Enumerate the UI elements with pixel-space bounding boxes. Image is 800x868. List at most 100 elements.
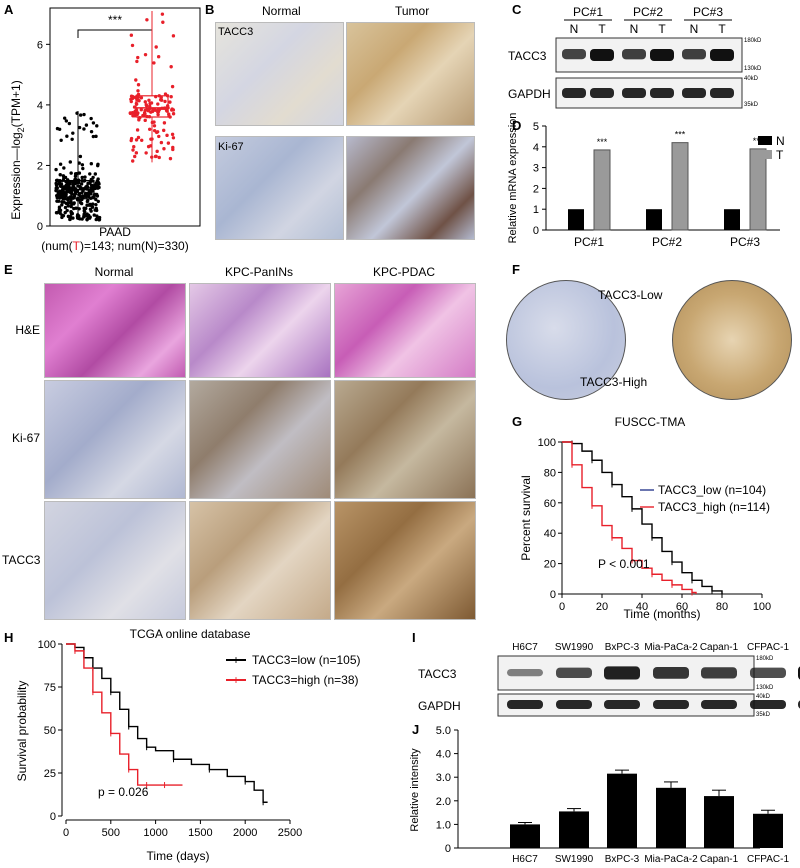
a-data-point	[55, 178, 60, 183]
a-data-point	[94, 202, 98, 207]
j-y-tick-label: 5.0	[436, 725, 451, 737]
i-lane-label: Capan-1	[700, 642, 739, 653]
a-data-point	[58, 162, 63, 166]
a-data-point	[171, 34, 176, 38]
g-x-tick-label: 80	[716, 601, 728, 613]
j-x-tick-label: Capan-1	[700, 854, 739, 865]
a-data-point	[83, 175, 87, 179]
panel-letter-g: G	[512, 414, 523, 429]
a-data-point	[92, 213, 96, 217]
i-lane-label: BxPC-3	[605, 642, 640, 653]
j-bar	[753, 813, 783, 848]
a-data-point	[71, 216, 75, 220]
a-data-point	[88, 215, 92, 219]
a-data-point	[95, 124, 99, 128]
h-curve-high	[66, 643, 183, 786]
i-lane-label: CFPAC-1	[747, 642, 789, 653]
a-data-point	[148, 127, 152, 131]
a-data-point	[140, 138, 144, 142]
c-mw-label: 130kD	[744, 66, 762, 72]
a-data-point	[96, 162, 100, 166]
i-lane-label: H6C7	[512, 642, 538, 653]
a-data-point	[63, 205, 68, 210]
a-data-point	[152, 124, 157, 128]
a-data-point	[96, 177, 100, 181]
c-mw-label: 40kD	[744, 76, 759, 82]
a-data-point	[139, 108, 143, 112]
b-ihc-tumor-ki67	[346, 136, 475, 240]
a-data-point	[82, 214, 86, 218]
h-x-tick-label: 1000	[143, 827, 167, 839]
i-band-tacc3	[750, 667, 786, 678]
a-data-point	[54, 186, 58, 190]
a-data-point	[139, 96, 144, 100]
a-data-point	[89, 129, 94, 134]
g-x-tick-label: 100	[753, 601, 771, 613]
a-data-point	[64, 201, 69, 206]
a-data-point	[64, 194, 68, 198]
a-data-point	[77, 171, 82, 175]
a-data-point	[166, 141, 171, 145]
d-y-tick-label: 3	[533, 163, 539, 175]
a-data-point	[84, 123, 89, 127]
a-data-point	[84, 206, 88, 211]
c-mw-label: 35kD	[744, 102, 759, 108]
a-data-point	[77, 125, 82, 130]
a-data-point	[82, 127, 86, 131]
e-col-header: Normal	[94, 265, 134, 279]
a-data-point	[65, 134, 69, 138]
d-bar-t	[593, 149, 611, 231]
c-row-tacc3: TACC3	[508, 49, 547, 63]
c-lane-label: T	[658, 22, 666, 36]
e-col-header: KPC-PDAC	[372, 265, 435, 279]
a-data-point	[73, 174, 78, 178]
j-y-tick-label: 0	[445, 843, 451, 855]
j-x-tick-label: Mia-PaCa-2	[644, 854, 698, 865]
j-y-tick-label: 1.0	[436, 819, 451, 831]
a-data-point	[130, 111, 135, 115]
f-label-low: TACC3-Low	[598, 288, 663, 302]
a-data-point	[69, 199, 73, 204]
a-data-point	[132, 114, 137, 118]
a-data-point	[96, 199, 100, 204]
c-band-tacc3	[622, 49, 646, 60]
a-data-point	[82, 112, 86, 117]
g-y-tick-label: 20	[544, 559, 556, 571]
a-data-point	[62, 166, 66, 170]
panel-j-chart: 0 1.0 2.0 3.0 4.0 5.0 Relative intensity H6C7 SW…	[409, 725, 789, 865]
a-data-point	[129, 99, 133, 104]
a-x-category: PAAD	[99, 225, 131, 239]
a-data-point	[91, 175, 95, 180]
a-significance: ***	[108, 13, 122, 27]
a-data-point	[131, 94, 135, 99]
h-y-tick-label: 75	[44, 682, 56, 694]
i-band-gapdh	[653, 700, 689, 709]
a-data-point	[134, 151, 139, 155]
a-data-point	[72, 194, 77, 199]
a-data-point	[143, 100, 147, 104]
g-x-tick-label: 40	[636, 601, 648, 613]
a-data-point	[157, 134, 161, 139]
a-y-tick-label: 6	[37, 39, 43, 51]
a-data-point	[55, 199, 59, 203]
a-data-point	[129, 33, 134, 37]
h-x-tick-label: 500	[102, 827, 120, 839]
e-tacc3-panin	[189, 501, 331, 620]
h-curve-low	[66, 643, 268, 803]
panel-d-chart: 0 1 2 3 4 5 Relative mRNA expression *** PC#1 ***…	[507, 113, 785, 249]
a-data-point	[86, 198, 90, 203]
a-caption-t: T	[73, 239, 81, 253]
g-y-tick-label: 40	[544, 528, 556, 540]
a-data-point	[80, 163, 85, 167]
h-x-axis-label: Time (days)	[147, 849, 210, 863]
i-band-gapdh	[750, 700, 786, 709]
a-data-point	[67, 214, 71, 219]
c-band-gapdh	[590, 88, 614, 98]
i-band-tacc3	[653, 667, 689, 679]
d-y-tick-label: 1	[533, 204, 539, 216]
i-mw-label: 35kD	[756, 712, 771, 718]
a-sig-bracket	[77, 29, 153, 38]
a-data-point	[152, 61, 156, 65]
panel-g-chart: FUSCC-TMA 0 20 40 60 80 100 0 20 40 60 80 100 Percent…	[519, 415, 771, 621]
c-lane-label: N	[570, 22, 579, 36]
